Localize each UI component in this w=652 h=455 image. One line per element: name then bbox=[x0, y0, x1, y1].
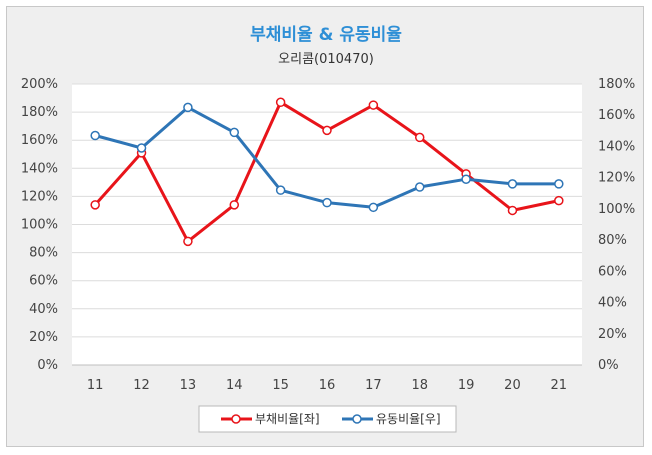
right-axis: 0% 20% 40% 60% 80% 100% 120% 140% 160% 180% bbox=[598, 77, 635, 373]
x-tick-label: 19 bbox=[458, 378, 475, 393]
x-tick-label: 20 bbox=[504, 378, 521, 393]
right-tick-label: 140% bbox=[598, 139, 635, 154]
x-tick-label: 13 bbox=[180, 378, 197, 393]
left-tick-label: 100% bbox=[21, 218, 58, 233]
x-tick-label: 18 bbox=[411, 378, 428, 393]
data-point bbox=[507, 205, 518, 216]
right-tick-label: 20% bbox=[598, 327, 627, 342]
right-tick-label: 60% bbox=[598, 264, 627, 279]
right-tick-label: 100% bbox=[598, 202, 635, 217]
left-tick-label: 40% bbox=[29, 302, 58, 317]
chart-subtitle: 오리콤(010470) bbox=[278, 52, 374, 67]
data-point bbox=[136, 143, 147, 153]
x-axis: 11 12 13 14 15 16 17 18 19 20 21 bbox=[87, 378, 567, 393]
data-point bbox=[554, 195, 564, 206]
data-point bbox=[322, 197, 332, 208]
x-tick-label: 11 bbox=[87, 378, 104, 393]
data-point bbox=[414, 182, 425, 192]
data-point bbox=[229, 127, 240, 138]
data-point bbox=[368, 202, 379, 213]
x-tick-label: 16 bbox=[319, 378, 336, 393]
left-tick-label: 120% bbox=[21, 189, 58, 204]
data-point bbox=[275, 185, 286, 195]
x-tick-label: 14 bbox=[226, 378, 243, 393]
right-tick-label: 180% bbox=[598, 77, 635, 92]
x-tick-label: 12 bbox=[133, 378, 150, 393]
data-point bbox=[90, 200, 100, 210]
right-tick-label: 80% bbox=[598, 233, 627, 248]
x-tick-label: 17 bbox=[365, 378, 382, 393]
left-tick-label: 160% bbox=[21, 133, 58, 148]
left-tick-label: 20% bbox=[29, 330, 58, 345]
left-tick-label: 180% bbox=[21, 105, 58, 120]
legend: 부채비율[좌] 유동비율[우] bbox=[198, 405, 457, 433]
legend-label-debt: 부채비율[좌] bbox=[255, 412, 320, 426]
data-point bbox=[414, 132, 425, 143]
data-point bbox=[322, 125, 332, 136]
right-tick-label: 0% bbox=[598, 358, 619, 373]
grid-lines bbox=[72, 83, 582, 366]
data-point bbox=[183, 102, 193, 113]
left-axis: 0% 20% 40% 60% 80% 100% 120% 140% 160% 180% 200% bbox=[21, 77, 58, 373]
right-tick-label: 120% bbox=[598, 171, 635, 186]
data-point bbox=[90, 130, 100, 141]
left-tick-label: 200% bbox=[21, 77, 58, 92]
right-tick-label: 40% bbox=[598, 296, 627, 311]
data-point bbox=[275, 97, 286, 108]
chart-title: 부채비율 & 유동비율 bbox=[250, 25, 402, 45]
left-tick-label: 80% bbox=[29, 246, 58, 261]
data-point bbox=[554, 179, 564, 189]
left-tick-label: 60% bbox=[29, 274, 58, 289]
data-point bbox=[368, 100, 379, 110]
series-layer bbox=[90, 97, 564, 247]
legend-marker-current bbox=[352, 414, 362, 424]
left-tick-label: 0% bbox=[37, 358, 58, 373]
data-point bbox=[507, 179, 518, 189]
data-point bbox=[229, 200, 240, 210]
data-point bbox=[461, 174, 471, 184]
legend-marker-debt bbox=[231, 414, 241, 424]
right-tick-label: 160% bbox=[598, 108, 635, 123]
left-tick-label: 140% bbox=[21, 161, 58, 176]
x-tick-label: 21 bbox=[551, 378, 568, 393]
x-tick-label: 15 bbox=[272, 378, 289, 393]
legend-label-current: 유동비율[우] bbox=[376, 412, 441, 426]
data-point bbox=[183, 236, 193, 247]
